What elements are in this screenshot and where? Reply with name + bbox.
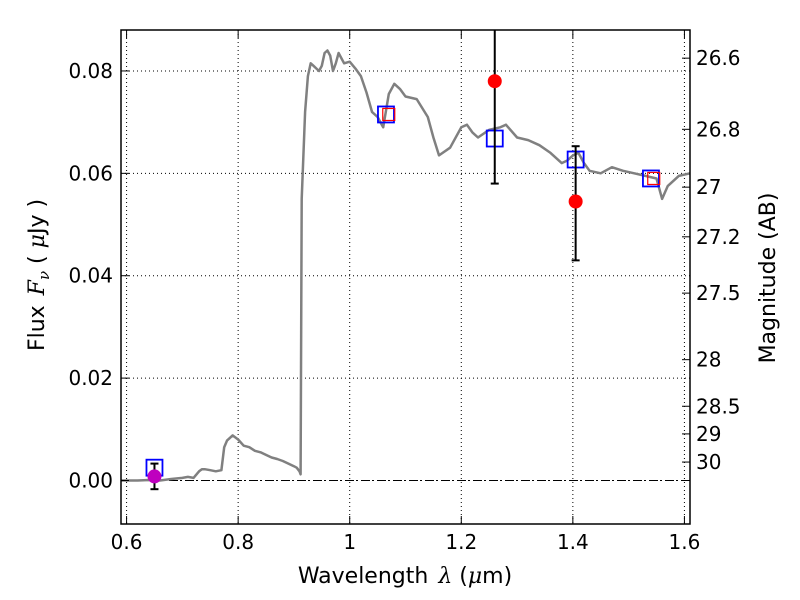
circle-point xyxy=(487,74,502,89)
y2-axis-label: Magnitude (AB) xyxy=(756,193,781,364)
x-tick-label: 1.2 xyxy=(445,530,477,554)
model-spectrum-line xyxy=(121,49,691,482)
y-axis: 0.00 0.02 0.04 0.06 0.08 xyxy=(68,59,129,492)
y2-tick-label: 27 xyxy=(696,175,721,199)
y2-axis: 26.6 26.8 27 27.2 27.5 28 28.5 29 30 xyxy=(682,46,741,474)
y2-tick-label: 30 xyxy=(696,450,721,474)
x-tick-label: 0.8 xyxy=(222,530,254,554)
y2-tick-label: 29 xyxy=(696,422,721,446)
y2-tick-label: 26.6 xyxy=(696,46,741,70)
open-square-point xyxy=(377,105,395,124)
circle-point xyxy=(147,469,162,484)
y-tick-label: 0.00 xyxy=(68,468,113,492)
x-tick-label: 1.4 xyxy=(557,530,589,554)
small-square-point xyxy=(647,171,661,186)
y-axis-label: FluxFν ( μJy ) xyxy=(25,199,53,351)
y2-tick-label: 28.5 xyxy=(696,394,741,418)
y-tick-label: 0.06 xyxy=(68,161,113,185)
grid xyxy=(121,30,690,524)
y-tick-label: 0.02 xyxy=(68,366,113,390)
data-markers xyxy=(145,30,661,491)
x-tick-label: 1.6 xyxy=(669,530,701,554)
x-tick-label: 1 xyxy=(343,530,356,554)
y2-tick-label: 27.2 xyxy=(696,225,741,249)
x-axis: 0.6 0.8 1 1.2 1.4 1.6 xyxy=(111,30,701,554)
small-square-point xyxy=(382,107,396,122)
open-square-point xyxy=(642,169,660,188)
y2-tick-label: 27.5 xyxy=(696,281,741,305)
y-tick-label: 0.04 xyxy=(68,264,113,288)
x-axis-label: Wavelength λ (μm) xyxy=(298,564,512,589)
y-tick-label: 0.08 xyxy=(68,59,113,83)
y2-tick-label: 28 xyxy=(696,348,721,372)
y2-tick-label: 26.8 xyxy=(696,117,741,141)
plot-frame xyxy=(120,29,691,525)
x-tick-label: 0.6 xyxy=(111,530,143,554)
circle-point xyxy=(568,194,583,209)
